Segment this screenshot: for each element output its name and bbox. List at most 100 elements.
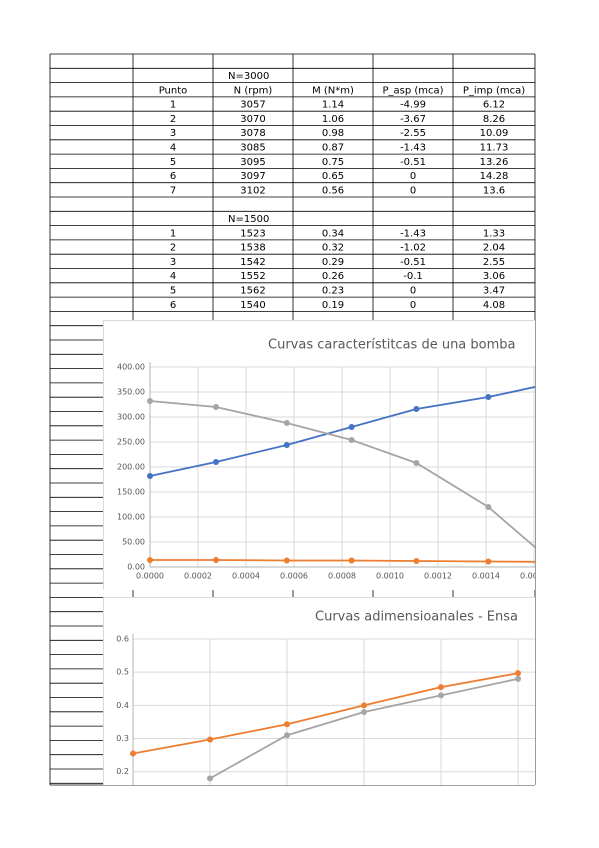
- cell-text: 3085: [240, 142, 265, 153]
- data-point: [485, 558, 492, 565]
- cell-text: 0: [410, 300, 416, 311]
- x-tick-label: 0.0010: [376, 572, 404, 581]
- cell-text: 14.28: [480, 171, 509, 182]
- chart: Curvas adimensioanales - Ensa 0.2 0.3 0.4 0.…: [103, 597, 535, 785]
- cell-text: 6.12: [483, 100, 505, 111]
- cell-text: -1.43: [400, 228, 426, 239]
- cell-text: 4: [170, 271, 176, 282]
- cell-text: 2.55: [483, 257, 505, 268]
- cell-text: 1542: [240, 257, 265, 268]
- y-tick-label: 0.2: [116, 767, 129, 776]
- y-tick-label: 300.00: [117, 413, 145, 422]
- cell-text: 3057: [240, 100, 265, 111]
- x-tick-label: 0.0008: [328, 572, 356, 581]
- cell-text: -1.43: [400, 142, 426, 153]
- cell-text: 0.98: [322, 128, 344, 139]
- cell-text: 2: [170, 114, 176, 125]
- cell-text: 1.33: [483, 228, 505, 239]
- cell-text: 5: [170, 157, 176, 168]
- cell-text: 0.26: [322, 271, 344, 282]
- data-point: [413, 460, 420, 466]
- y-tick-label: 150.00: [117, 488, 145, 497]
- cell-text: 0.65: [322, 171, 344, 182]
- data-point: [283, 442, 290, 448]
- cell-text: 1562: [240, 285, 265, 296]
- cell-text: 1: [170, 100, 176, 111]
- cell-text: 3097: [240, 171, 265, 182]
- data-point: [348, 437, 355, 443]
- cell-text: 8.26: [483, 114, 505, 125]
- cell-text: 0: [410, 285, 416, 296]
- cell-text: 3: [170, 257, 176, 268]
- cell-text: M (N*m): [312, 85, 354, 96]
- cell-text: 10.09: [480, 128, 509, 139]
- cell-text: P_imp (mca): [463, 85, 525, 96]
- cell-text: 0.87: [322, 142, 344, 153]
- cell-text: 6: [170, 300, 176, 311]
- cell-text: -0.51: [400, 157, 426, 168]
- x-tick-label: 0.0004: [232, 572, 260, 581]
- cell-text: Punto: [159, 85, 188, 96]
- y-tick-label: 400.00: [117, 363, 145, 372]
- cell-text: 1538: [240, 243, 265, 254]
- chart-title: Curvas adimensioanales - Ensa: [315, 610, 518, 625]
- data-point: [348, 557, 355, 564]
- x-tick-label: 0.0006: [280, 572, 308, 581]
- data-point: [130, 750, 136, 757]
- cell-text: -0.51: [400, 257, 426, 268]
- cell-text: 3.06: [483, 271, 505, 282]
- y-tick-label: 0.5: [116, 668, 129, 677]
- x-tick-label: 0.0012: [424, 572, 452, 581]
- cell-text: 1552: [240, 271, 265, 282]
- cell-text: -1.02: [400, 243, 426, 254]
- cell-text: 0.29: [322, 257, 344, 268]
- cell-text: 0.56: [322, 185, 344, 196]
- cell-text: 3070: [240, 114, 265, 125]
- cell-text: 5: [170, 285, 176, 296]
- cell-text: N=3000: [228, 71, 269, 82]
- data-point: [361, 702, 367, 709]
- data-point: [207, 775, 213, 782]
- y-tick-label: 50.00: [122, 538, 145, 547]
- cell-text: 6: [170, 171, 176, 182]
- cell-text: 13.26: [480, 157, 509, 168]
- data-point: [348, 424, 355, 430]
- cell-text: -3.67: [400, 114, 426, 125]
- data-point: [485, 394, 492, 400]
- data-point: [147, 473, 153, 479]
- cell-text: N=1500: [228, 214, 269, 225]
- cell-text: 3078: [240, 128, 265, 139]
- cell-text: 0.75: [322, 157, 344, 168]
- cell-text: 0.34: [322, 228, 344, 239]
- cell-text: N (rpm): [234, 85, 273, 96]
- data-point: [147, 557, 153, 563]
- cell-text: 1523: [240, 228, 265, 239]
- y-tick-label: 100.00: [117, 513, 145, 522]
- cell-text: 2: [170, 243, 176, 254]
- data-point: [361, 709, 367, 715]
- x-tick-label: 0.0014: [472, 572, 500, 581]
- cell-text: 3095: [240, 157, 265, 168]
- data-point: [485, 504, 492, 510]
- data-point: [147, 398, 153, 404]
- cell-text: 3102: [240, 185, 265, 196]
- cell-text: 3.47: [483, 285, 505, 296]
- cell-text: 4: [170, 142, 176, 153]
- data-point: [515, 675, 521, 682]
- cell-text: 1.06: [322, 114, 344, 125]
- cell-text: 4.08: [483, 300, 505, 311]
- cell-text: 13.6: [483, 185, 505, 196]
- y-tick-label: 200.00: [117, 463, 145, 472]
- data-point: [207, 736, 213, 743]
- y-tick-label: 350.00: [117, 388, 145, 397]
- data-point: [213, 557, 219, 563]
- data-point: [283, 557, 290, 564]
- data-point: [284, 721, 290, 728]
- cell-text: 1.14: [322, 100, 344, 111]
- cell-text: 0.32: [322, 243, 344, 254]
- cell-text: -0.1: [403, 271, 423, 282]
- x-tick-label: 0.0002: [184, 572, 212, 581]
- cell-text: 2.04: [483, 243, 505, 254]
- data-point: [413, 558, 420, 564]
